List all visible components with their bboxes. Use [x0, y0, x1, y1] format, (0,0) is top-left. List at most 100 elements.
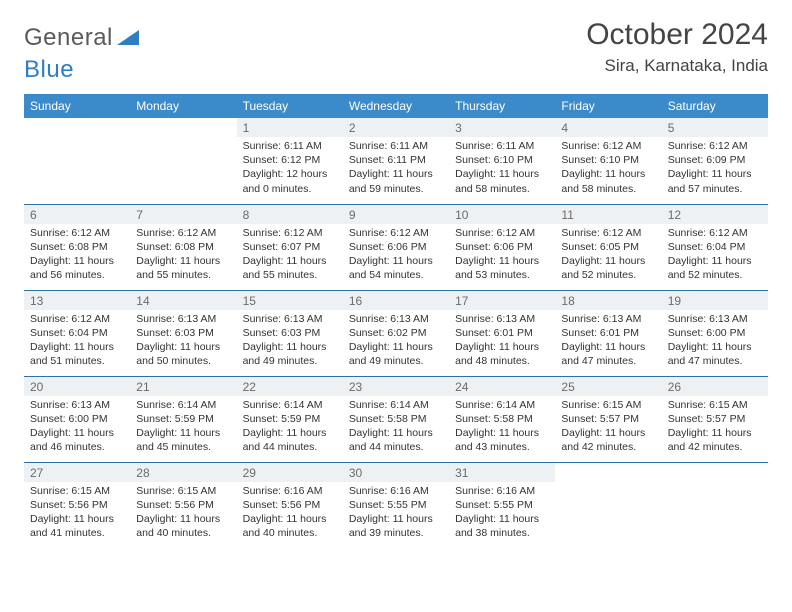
sunset-text: Sunset: 6:10 PM [455, 153, 549, 167]
day-details: Sunrise: 6:12 AMSunset: 6:06 PMDaylight:… [343, 224, 449, 287]
day-details: Sunrise: 6:15 AMSunset: 5:57 PMDaylight:… [555, 396, 661, 459]
day-number: 20 [24, 377, 130, 396]
day-number: 7 [130, 205, 236, 224]
calendar-week-row: 6Sunrise: 6:12 AMSunset: 6:08 PMDaylight… [24, 204, 768, 290]
sunset-text: Sunset: 5:55 PM [349, 498, 443, 512]
day-details: Sunrise: 6:14 AMSunset: 5:59 PMDaylight:… [237, 396, 343, 459]
sunrise-text: Sunrise: 6:12 AM [455, 226, 549, 240]
month-title: October 2024 [586, 18, 768, 52]
day-details: Sunrise: 6:11 AMSunset: 6:12 PMDaylight:… [237, 137, 343, 200]
location-label: Sira, Karnataka, India [586, 56, 768, 76]
sunset-text: Sunset: 5:58 PM [455, 412, 549, 426]
sunrise-text: Sunrise: 6:16 AM [243, 484, 337, 498]
day-number: 8 [237, 205, 343, 224]
sunset-text: Sunset: 6:02 PM [349, 326, 443, 340]
day-number: 10 [449, 205, 555, 224]
calendar-cell: 24Sunrise: 6:14 AMSunset: 5:58 PMDayligh… [449, 376, 555, 462]
calendar-cell: 31Sunrise: 6:16 AMSunset: 5:55 PMDayligh… [449, 462, 555, 548]
daylight-text: Daylight: 11 hours and 38 minutes. [455, 512, 549, 540]
sunrise-text: Sunrise: 6:12 AM [30, 226, 124, 240]
calendar-cell: 25Sunrise: 6:15 AMSunset: 5:57 PMDayligh… [555, 376, 661, 462]
brand-word2: Blue [24, 56, 74, 83]
calendar-cell: 20Sunrise: 6:13 AMSunset: 6:00 PMDayligh… [24, 376, 130, 462]
day-details: Sunrise: 6:15 AMSunset: 5:56 PMDaylight:… [130, 482, 236, 545]
calendar-cell: 15Sunrise: 6:13 AMSunset: 6:03 PMDayligh… [237, 290, 343, 376]
calendar-cell: 12Sunrise: 6:12 AMSunset: 6:04 PMDayligh… [662, 204, 768, 290]
calendar-cell: 8Sunrise: 6:12 AMSunset: 6:07 PMDaylight… [237, 204, 343, 290]
calendar-cell: 11Sunrise: 6:12 AMSunset: 6:05 PMDayligh… [555, 204, 661, 290]
sunrise-text: Sunrise: 6:16 AM [455, 484, 549, 498]
sunset-text: Sunset: 5:59 PM [136, 412, 230, 426]
col-saturday: Saturday [662, 94, 768, 118]
sunrise-text: Sunrise: 6:11 AM [455, 139, 549, 153]
daylight-text: Daylight: 11 hours and 58 minutes. [561, 167, 655, 195]
day-number: 22 [237, 377, 343, 396]
sunrise-text: Sunrise: 6:15 AM [136, 484, 230, 498]
daylight-text: Daylight: 11 hours and 47 minutes. [561, 340, 655, 368]
daylight-text: Daylight: 11 hours and 43 minutes. [455, 426, 549, 454]
day-number: 23 [343, 377, 449, 396]
day-details: Sunrise: 6:16 AMSunset: 5:55 PMDaylight:… [343, 482, 449, 545]
daylight-text: Daylight: 11 hours and 52 minutes. [561, 254, 655, 282]
sunrise-text: Sunrise: 6:14 AM [349, 398, 443, 412]
day-details: Sunrise: 6:13 AMSunset: 6:00 PMDaylight:… [662, 310, 768, 373]
day-number: 4 [555, 118, 661, 137]
daylight-text: Daylight: 11 hours and 42 minutes. [561, 426, 655, 454]
sunset-text: Sunset: 5:56 PM [136, 498, 230, 512]
daylight-text: Daylight: 11 hours and 46 minutes. [30, 426, 124, 454]
daylight-text: Daylight: 11 hours and 57 minutes. [668, 167, 762, 195]
day-details: Sunrise: 6:12 AMSunset: 6:08 PMDaylight:… [24, 224, 130, 287]
day-details: Sunrise: 6:13 AMSunset: 6:03 PMDaylight:… [130, 310, 236, 373]
sunset-text: Sunset: 6:04 PM [30, 326, 124, 340]
calendar-cell: 30Sunrise: 6:16 AMSunset: 5:55 PMDayligh… [343, 462, 449, 548]
calendar-week-row: 27Sunrise: 6:15 AMSunset: 5:56 PMDayligh… [24, 462, 768, 548]
calendar-cell: 3Sunrise: 6:11 AMSunset: 6:10 PMDaylight… [449, 118, 555, 204]
sunrise-text: Sunrise: 6:15 AM [30, 484, 124, 498]
day-number: 25 [555, 377, 661, 396]
sunrise-text: Sunrise: 6:13 AM [30, 398, 124, 412]
day-number: 19 [662, 291, 768, 310]
day-number: 6 [24, 205, 130, 224]
sunrise-text: Sunrise: 6:12 AM [243, 226, 337, 240]
day-details: Sunrise: 6:13 AMSunset: 6:00 PMDaylight:… [24, 396, 130, 459]
daylight-text: Daylight: 11 hours and 49 minutes. [349, 340, 443, 368]
day-details: Sunrise: 6:14 AMSunset: 5:58 PMDaylight:… [343, 396, 449, 459]
calendar-cell: 23Sunrise: 6:14 AMSunset: 5:58 PMDayligh… [343, 376, 449, 462]
day-details: Sunrise: 6:15 AMSunset: 5:56 PMDaylight:… [24, 482, 130, 545]
calendar-week-row: 13Sunrise: 6:12 AMSunset: 6:04 PMDayligh… [24, 290, 768, 376]
day-number: 12 [662, 205, 768, 224]
sunrise-text: Sunrise: 6:16 AM [349, 484, 443, 498]
daylight-text: Daylight: 11 hours and 52 minutes. [668, 254, 762, 282]
daylight-text: Daylight: 11 hours and 40 minutes. [136, 512, 230, 540]
day-number: 18 [555, 291, 661, 310]
daylight-text: Daylight: 11 hours and 45 minutes. [136, 426, 230, 454]
calendar-cell: 21Sunrise: 6:14 AMSunset: 5:59 PMDayligh… [130, 376, 236, 462]
daylight-text: Daylight: 12 hours and 0 minutes. [243, 167, 337, 195]
day-number: 9 [343, 205, 449, 224]
brand-logo: General [24, 18, 141, 52]
sunset-text: Sunset: 5:55 PM [455, 498, 549, 512]
calendar-page: General October 2024 Sira, Karnataka, In… [0, 0, 792, 548]
day-details: Sunrise: 6:12 AMSunset: 6:09 PMDaylight:… [662, 137, 768, 200]
calendar-body: ....1Sunrise: 6:11 AMSunset: 6:12 PMDayl… [24, 118, 768, 548]
daylight-text: Daylight: 11 hours and 50 minutes. [136, 340, 230, 368]
daylight-text: Daylight: 11 hours and 55 minutes. [243, 254, 337, 282]
col-sunday: Sunday [24, 94, 130, 118]
daylight-text: Daylight: 11 hours and 55 minutes. [136, 254, 230, 282]
daylight-text: Daylight: 11 hours and 48 minutes. [455, 340, 549, 368]
sunrise-text: Sunrise: 6:12 AM [561, 226, 655, 240]
sunset-text: Sunset: 6:09 PM [668, 153, 762, 167]
sunrise-text: Sunrise: 6:12 AM [668, 226, 762, 240]
title-block: October 2024 Sira, Karnataka, India [586, 18, 768, 76]
calendar-cell: 26Sunrise: 6:15 AMSunset: 5:57 PMDayligh… [662, 376, 768, 462]
day-details: Sunrise: 6:12 AMSunset: 6:04 PMDaylight:… [662, 224, 768, 287]
calendar-cell: .. [555, 462, 661, 548]
sunset-text: Sunset: 6:05 PM [561, 240, 655, 254]
day-number: 2 [343, 118, 449, 137]
sunrise-text: Sunrise: 6:13 AM [668, 312, 762, 326]
sunset-text: Sunset: 5:56 PM [243, 498, 337, 512]
sunrise-text: Sunrise: 6:15 AM [668, 398, 762, 412]
calendar-cell: .. [24, 118, 130, 204]
sunset-text: Sunset: 6:01 PM [561, 326, 655, 340]
daylight-text: Daylight: 11 hours and 39 minutes. [349, 512, 443, 540]
